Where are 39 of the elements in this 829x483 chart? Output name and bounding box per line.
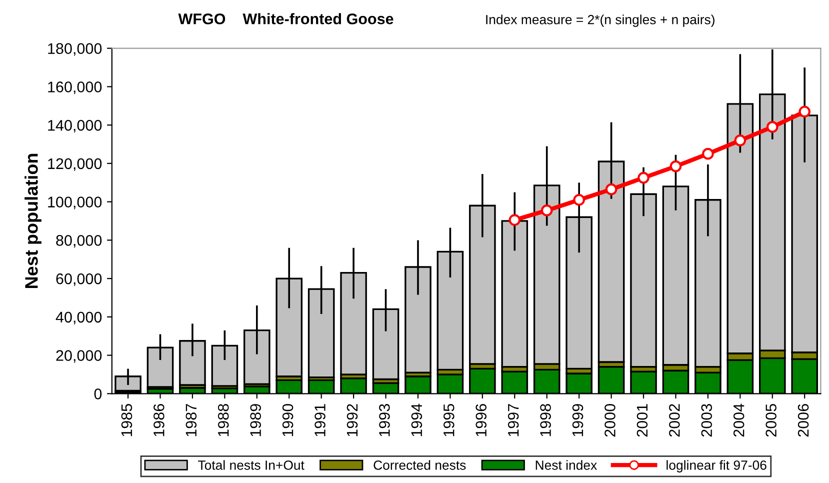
y-tick-label: 0 — [94, 388, 102, 400]
y-tick-label: 100,000 — [48, 196, 102, 210]
legend-label: Corrected nests — [374, 460, 466, 470]
x-tick-label: 1996 — [476, 404, 487, 436]
x-tick-label: 2005 — [766, 404, 776, 437]
y-tick-label: 80,000 — [56, 235, 102, 248]
x-tick-label: 1994 — [411, 404, 422, 436]
legend-label: loglinear fit 97-06 — [666, 460, 766, 472]
x-tick-label: 2006 — [798, 404, 809, 437]
x-tick-label: 1988 — [218, 404, 229, 436]
y-tick-label: 120,000 — [48, 158, 102, 171]
x-tick-label: 2000 — [604, 404, 616, 437]
legend-label: Total nests In+Out — [198, 460, 304, 470]
y-tick-label: 160,000 — [48, 82, 102, 94]
x-tick-label: 1986 — [154, 404, 164, 436]
x-tick-label: 1989 — [250, 404, 261, 436]
y-tick-label: 140,000 — [48, 120, 102, 133]
x-tick-label: 1990 — [282, 404, 294, 436]
x-tick-label: 1995 — [443, 404, 454, 436]
x-tick-label: 1985 — [121, 404, 132, 436]
y-tick-label: 60,000 — [56, 273, 102, 286]
x-tick-label: 1991 — [314, 404, 326, 436]
y-tick-label: 180,000 — [48, 43, 102, 56]
x-tick-label: 2001 — [636, 404, 648, 437]
x-tick-label: 1987 — [186, 404, 197, 436]
x-tick-label: 1992 — [346, 404, 358, 436]
x-tick-label: 2004 — [733, 404, 744, 437]
y-tick-label: 40,000 — [56, 312, 102, 324]
x-tick-label: 1998 — [540, 404, 551, 436]
x-tick-label: 2002 — [669, 404, 680, 437]
x-tick-label: 1999 — [572, 404, 584, 436]
y-axis-title: Nest population — [24, 154, 42, 288]
x-tick-label: 1993 — [379, 404, 390, 436]
x-tick-label: 1997 — [508, 404, 519, 436]
chart-title: WFGO White-fronted Goose — [178, 13, 394, 24]
legend-label: Nest index — [536, 460, 597, 470]
x-tick-label: 2003 — [701, 404, 712, 437]
y-tick-label: 20,000 — [56, 350, 102, 363]
chart-subtitle: Index measure = 2*(n singles + n pairs) — [486, 14, 714, 27]
